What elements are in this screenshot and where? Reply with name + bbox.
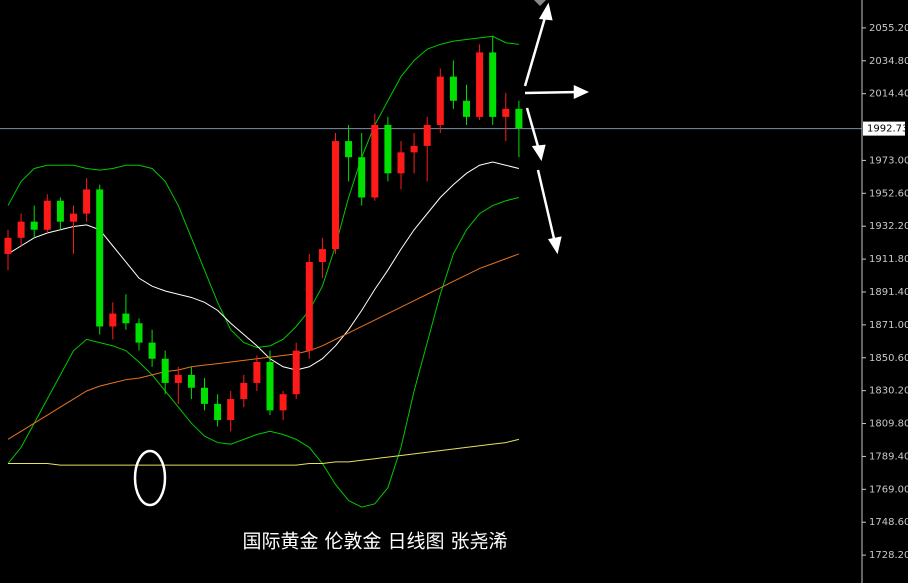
candle-body — [345, 141, 353, 158]
candle-body — [410, 145, 418, 153]
indicator-line — [7, 253, 520, 440]
highlight-ellipse — [133, 449, 167, 507]
y-tick-label: 1748.60 — [869, 517, 908, 528]
candle-body — [148, 342, 156, 359]
indicator-line — [7, 35, 519, 348]
y-tick-label: 1809.80 — [869, 419, 908, 430]
arrows — [523, 2, 590, 255]
candle-body — [292, 350, 300, 395]
candle-body — [515, 108, 523, 129]
candle-body — [4, 237, 12, 254]
y-tick-label: 2014.40 — [869, 89, 908, 100]
candle-body — [476, 52, 484, 117]
y-tick-label: 1871.00 — [869, 320, 908, 331]
arrow-down — [525, 107, 541, 151]
candle-body — [30, 221, 38, 230]
arrow-up — [523, 13, 548, 87]
indicator-line — [7, 197, 520, 508]
arrowhead — [538, 2, 553, 21]
candle-body — [318, 249, 326, 262]
candle-body — [56, 200, 64, 222]
arrowhead — [531, 144, 546, 162]
y-tick-label: 1891.40 — [869, 287, 908, 298]
current-price-label: 1992.73 — [867, 124, 908, 135]
candle-body — [423, 124, 431, 146]
candle-body — [174, 374, 182, 383]
candle-body — [240, 382, 248, 400]
candle-body — [305, 261, 313, 351]
y-tick-label: 1850.60 — [869, 353, 908, 364]
candle-body — [397, 152, 405, 174]
candle-body — [463, 100, 470, 117]
candle-body — [502, 108, 510, 117]
candle-body — [161, 358, 169, 383]
candle-body — [489, 52, 497, 117]
candle-body — [332, 141, 339, 250]
candle-body — [253, 361, 261, 383]
candle-body — [266, 361, 274, 411]
candle-body — [384, 124, 392, 174]
y-tick-label: 2034.80 — [869, 56, 908, 67]
candle-body — [449, 76, 457, 101]
scroll-marker — [534, 0, 546, 6]
candle-body — [371, 124, 379, 198]
y-tick-label: 1728.20 — [869, 550, 908, 561]
candle-body — [214, 403, 222, 420]
candle-body — [187, 374, 195, 388]
indicator-line — [7, 161, 520, 371]
y-tick-label: 1973.00 — [869, 155, 908, 166]
plot-area — [0, 35, 862, 508]
current-price-box — [863, 121, 905, 136]
arrow-down-long — [536, 169, 557, 244]
y-tick-label: 1769.00 — [869, 484, 908, 495]
candle-body — [96, 189, 104, 327]
y-tick-label: 1932.20 — [869, 221, 908, 232]
y-tick-label: 1830.20 — [869, 386, 908, 397]
candle-body — [83, 189, 91, 214]
candle-body — [436, 76, 444, 125]
candle-body — [122, 313, 130, 324]
y-tick-label: 1789.40 — [869, 451, 908, 462]
arrowhead — [573, 85, 590, 99]
candle-body — [201, 387, 208, 404]
chart-title: 国际黄金 伦敦金 日线图 张尧浠 — [242, 531, 507, 553]
candle-body — [109, 313, 117, 327]
candle-body — [135, 323, 143, 343]
y-tick-label: 1952.60 — [869, 188, 908, 199]
indicator-line — [8, 438, 520, 466]
candle-body — [17, 221, 25, 238]
candle-body — [227, 399, 235, 420]
candle-body — [70, 213, 77, 222]
candle-body — [358, 157, 366, 198]
y-tick-label: 2055.20 — [869, 23, 908, 34]
arrow-right — [524, 90, 579, 95]
candle-body — [43, 200, 51, 230]
candle-body — [279, 394, 287, 411]
arrowhead — [547, 236, 562, 255]
y-tick-label: 1911.80 — [869, 254, 908, 265]
